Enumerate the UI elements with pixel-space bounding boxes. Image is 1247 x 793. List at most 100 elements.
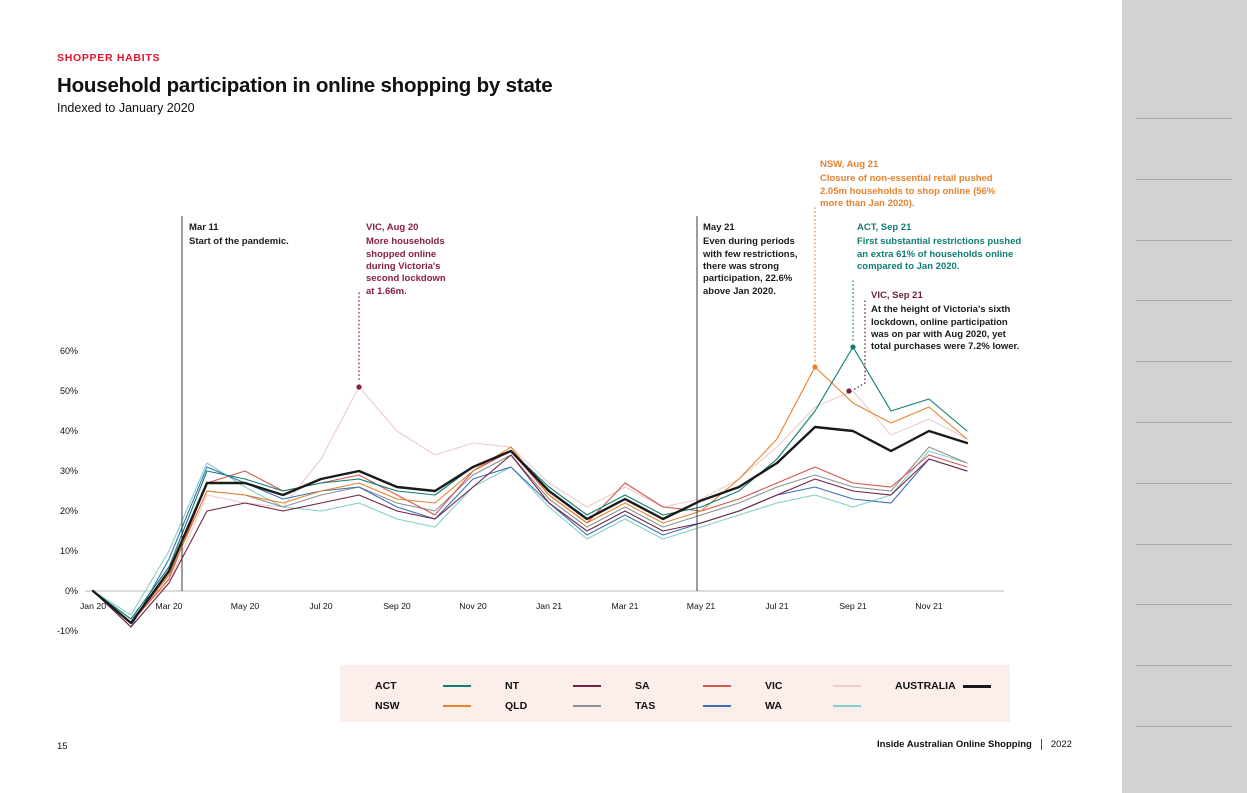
annotation-title: VIC, Aug 20 <box>366 222 419 233</box>
legend-swatch <box>703 705 731 707</box>
annotation-leader-vic-sep21 <box>852 300 866 391</box>
legend-item-nsw: NSW <box>375 697 471 715</box>
y-tick-label: 60% <box>60 346 78 356</box>
x-tick-label: Jan 20 <box>80 601 106 611</box>
page-title: Household participation in online shoppi… <box>57 74 553 97</box>
footer: Inside Australian Online Shopping 2022 <box>877 739 1072 750</box>
legend-label: NT <box>505 680 519 692</box>
annotation-dot-vic-sep21 <box>846 388 852 394</box>
annotation-text: Even during periods with few restriction… <box>703 236 798 297</box>
annotation-title: May 21 <box>703 222 735 233</box>
x-tick-label: May 20 <box>231 601 260 611</box>
series-line-act <box>92 346 968 620</box>
legend-swatch <box>833 705 861 707</box>
legend-item-qld: QLD <box>505 697 601 715</box>
x-tick-label: Nov 20 <box>459 601 487 611</box>
annotation-text: Closure of non-essential retail pushed 2… <box>820 173 996 210</box>
y-tick-label: 10% <box>60 546 78 556</box>
annotation-title: Mar 11 <box>189 222 219 233</box>
legend-label: ACT <box>375 680 397 692</box>
y-tick-label: 40% <box>60 426 78 436</box>
page-edge-line <box>1136 422 1232 423</box>
legend-label: WA <box>765 700 782 712</box>
x-tick-label: Jul 21 <box>765 601 788 611</box>
section-eyebrow: SHOPPER HABITS <box>57 52 161 64</box>
y-tick-label: 50% <box>60 386 78 396</box>
annotation-mar-11: Mar 11 Start of the pandemic. <box>189 222 301 249</box>
page-edge-line <box>1136 118 1232 119</box>
legend-item-tas: TAS <box>635 697 731 715</box>
y-tick-label: 0% <box>65 586 78 596</box>
page-edge-line <box>1136 665 1232 666</box>
chart-legend: ACT NT SA VIC AUSTRALIA NSW QLD TAS WA <box>340 665 1010 722</box>
x-tick-label: Sep 20 <box>383 601 411 611</box>
legend-swatch <box>443 685 471 687</box>
legend-item-vic: VIC <box>765 677 861 695</box>
legend-item-wa: WA <box>765 697 861 715</box>
annotation-may-21: May 21 Even during periods with few rest… <box>703 222 805 298</box>
legend-label: SA <box>635 680 650 692</box>
series-line-australia <box>91 425 969 625</box>
legend-item-act: ACT <box>375 677 471 695</box>
annotation-vic-aug-20: VIC, Aug 20 More households shopped onli… <box>366 222 456 298</box>
page-edge-line <box>1136 544 1232 545</box>
annotation-vic-sep-21: VIC, Sep 21 At the height of Victoria's … <box>871 290 1021 354</box>
annotation-dot-nsw-aug21 <box>812 364 818 370</box>
annotation-text: More households shopped online during Vi… <box>366 236 446 297</box>
x-tick-label: Sep 21 <box>839 601 867 611</box>
annotation-title: VIC, Sep 21 <box>871 290 923 301</box>
page-edge-line <box>1136 240 1232 241</box>
series-line-tas <box>92 458 968 628</box>
series-line-nsw <box>92 366 968 624</box>
x-tick-label: Jul 20 <box>309 601 332 611</box>
series-line-vic <box>92 386 968 620</box>
line-chart: 60% 50% 40% 30% 20% 10% 0% -10% Jan 20 Mar 20 May … <box>57 207 1004 636</box>
legend-label: QLD <box>505 700 528 712</box>
x-tick-label: Jan 21 <box>536 601 562 611</box>
next-page-edge <box>1122 0 1247 793</box>
annotation-title: ACT, Sep 21 <box>857 222 912 233</box>
page-edge-line <box>1136 726 1232 727</box>
page-edge-line <box>1136 361 1232 362</box>
legend-label: AUSTRALIA <box>895 680 956 692</box>
series-line-nt <box>92 454 968 628</box>
page-edge-line <box>1136 300 1232 301</box>
legend-item-australia: AUSTRALIA <box>895 677 991 695</box>
legend-label: VIC <box>765 680 783 692</box>
annotation-dot-act-sep21 <box>850 344 856 350</box>
x-tick-label: Mar 21 <box>611 601 638 611</box>
annotation-act-sep-21: ACT, Sep 21 First substantial restrictio… <box>857 222 1027 273</box>
legend-swatch <box>963 684 991 688</box>
page-edge-line <box>1136 483 1232 484</box>
annotation-nsw-aug-21: NSW, Aug 21 Closure of non-essential ret… <box>820 159 1008 210</box>
page-edge-line <box>1136 179 1232 180</box>
x-tick-label: May 21 <box>687 601 716 611</box>
legend-label: TAS <box>635 700 656 712</box>
footer-report-title: Inside Australian Online Shopping <box>877 739 1032 750</box>
x-tick-label: Mar 20 <box>155 601 182 611</box>
footer-divider <box>1040 739 1042 750</box>
page-edge-line <box>1136 604 1232 605</box>
annotation-title: NSW, Aug 21 <box>820 159 879 170</box>
legend-item-nt: NT <box>505 677 601 695</box>
legend-swatch <box>443 705 471 707</box>
y-tick-label: -10% <box>57 626 78 636</box>
page-number: 15 <box>57 741 68 752</box>
legend-item-sa: SA <box>635 677 731 695</box>
annotation-text: At the height of Victoria's sixth lockdo… <box>871 304 1020 353</box>
page-subtitle: Indexed to January 2020 <box>57 101 195 115</box>
y-tick-label: 30% <box>60 466 78 476</box>
annotation-text: Start of the pandemic. <box>189 236 289 248</box>
x-tick-label: Nov 21 <box>915 601 943 611</box>
series-line-sa <box>92 450 968 624</box>
annotation-text: First substantial restrictions pushed an… <box>857 236 1022 273</box>
legend-swatch <box>833 685 861 687</box>
annotation-dot-vic-aug20 <box>356 384 362 390</box>
legend-label: NSW <box>375 700 400 712</box>
footer-year: 2022 <box>1050 739 1072 750</box>
legend-swatch <box>573 685 601 687</box>
legend-swatch <box>573 705 601 707</box>
legend-swatch <box>703 685 731 687</box>
y-tick-label: 20% <box>60 506 78 516</box>
